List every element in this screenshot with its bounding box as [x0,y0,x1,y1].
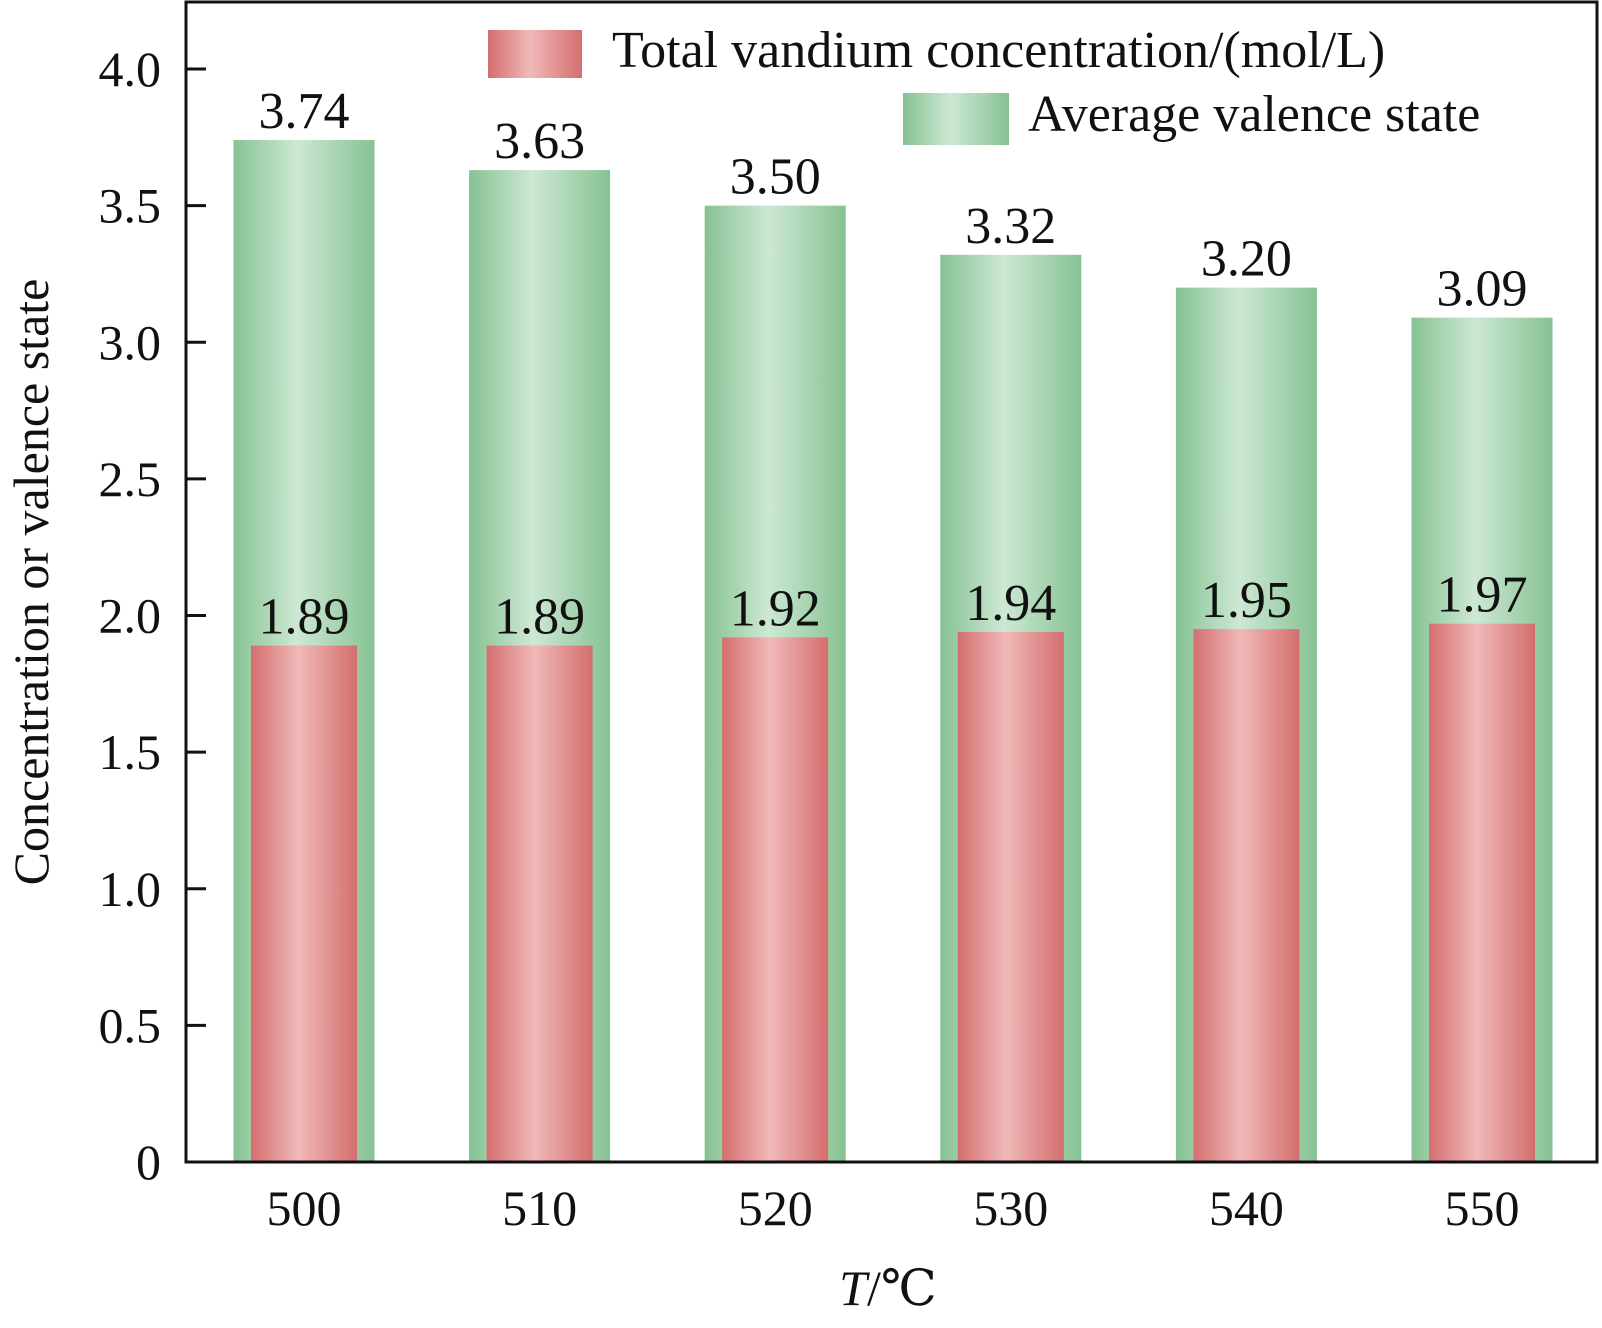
x-axis: 500 510 520 530 540 550 [267,1180,1520,1236]
y-tick-label: 4.0 [99,41,162,97]
data-label-concentration-500: 1.89 [259,589,350,646]
data-label-concentration-530: 1.94 [965,575,1056,632]
y-tick-label: 0 [136,1134,161,1190]
y-tick-label: 0.5 [99,997,162,1053]
x-tick-label: 530 [973,1180,1048,1236]
x-tick-label: 550 [1445,1180,1520,1236]
data-label-valence-550: 3.09 [1437,261,1528,318]
data-label-valence-500: 3.74 [259,83,350,140]
data-label-concentration-540: 1.95 [1201,572,1292,629]
data-label-valence-510: 3.63 [494,113,585,170]
x-tick-label: 520 [738,1180,813,1236]
series-concentration-bars [251,623,1535,1162]
x-tick-label: 540 [1209,1180,1284,1236]
data-label-concentration-510: 1.89 [494,589,585,646]
bar-concentration-540 [1193,629,1300,1162]
x-tick-label: 500 [267,1180,342,1236]
bar-concentration-550 [1429,623,1535,1162]
y-tick-label: 2.0 [99,588,162,644]
data-label-concentration-520: 1.92 [730,580,821,637]
data-label-valence-520: 3.50 [730,149,821,206]
legend-label-concentration: Total vandium concentration/(mol/L) [612,22,1385,79]
x-axis-title: T/℃ [839,1260,937,1316]
bar-concentration-510 [486,645,593,1162]
y-tick-label: 1.0 [99,861,162,917]
y-tick-label: 3.0 [99,314,162,370]
x-axis-title-variable: T [839,1260,870,1316]
y-tick-label: 2.5 [99,451,162,507]
x-tick-label: 510 [502,1180,577,1236]
data-label-valence-540: 3.20 [1201,231,1292,288]
data-label-valence-530: 3.32 [965,198,1056,255]
legend-label-valence: Average valence state [1028,86,1480,143]
y-axis: 0 0.5 1.0 1.5 2.0 2.5 3.0 3.5 4.0 [99,41,206,1190]
legend-swatch-valence [903,93,1009,145]
data-labels: 3.74 1.89 3.63 1.89 3.50 1.92 3.32 1.94 3.20 1.95… [259,83,1528,646]
legend: Total vandium concentration/(mol/L) Aver… [488,22,1480,145]
bar-concentration-530 [957,631,1064,1162]
x-axis-title-unit: /℃ [867,1260,937,1316]
plot-frame [184,0,1599,1164]
data-label-concentration-550: 1.97 [1437,567,1528,624]
y-tick-label: 1.5 [99,724,162,780]
bar-concentration-500 [251,645,357,1162]
y-tick-label: 3.5 [99,178,162,234]
legend-swatch-concentration [488,30,582,78]
y-axis-title: Concentration or valence state [3,279,59,886]
bar-concentration-520 [722,637,829,1162]
series-valence-bars [233,140,1553,1163]
